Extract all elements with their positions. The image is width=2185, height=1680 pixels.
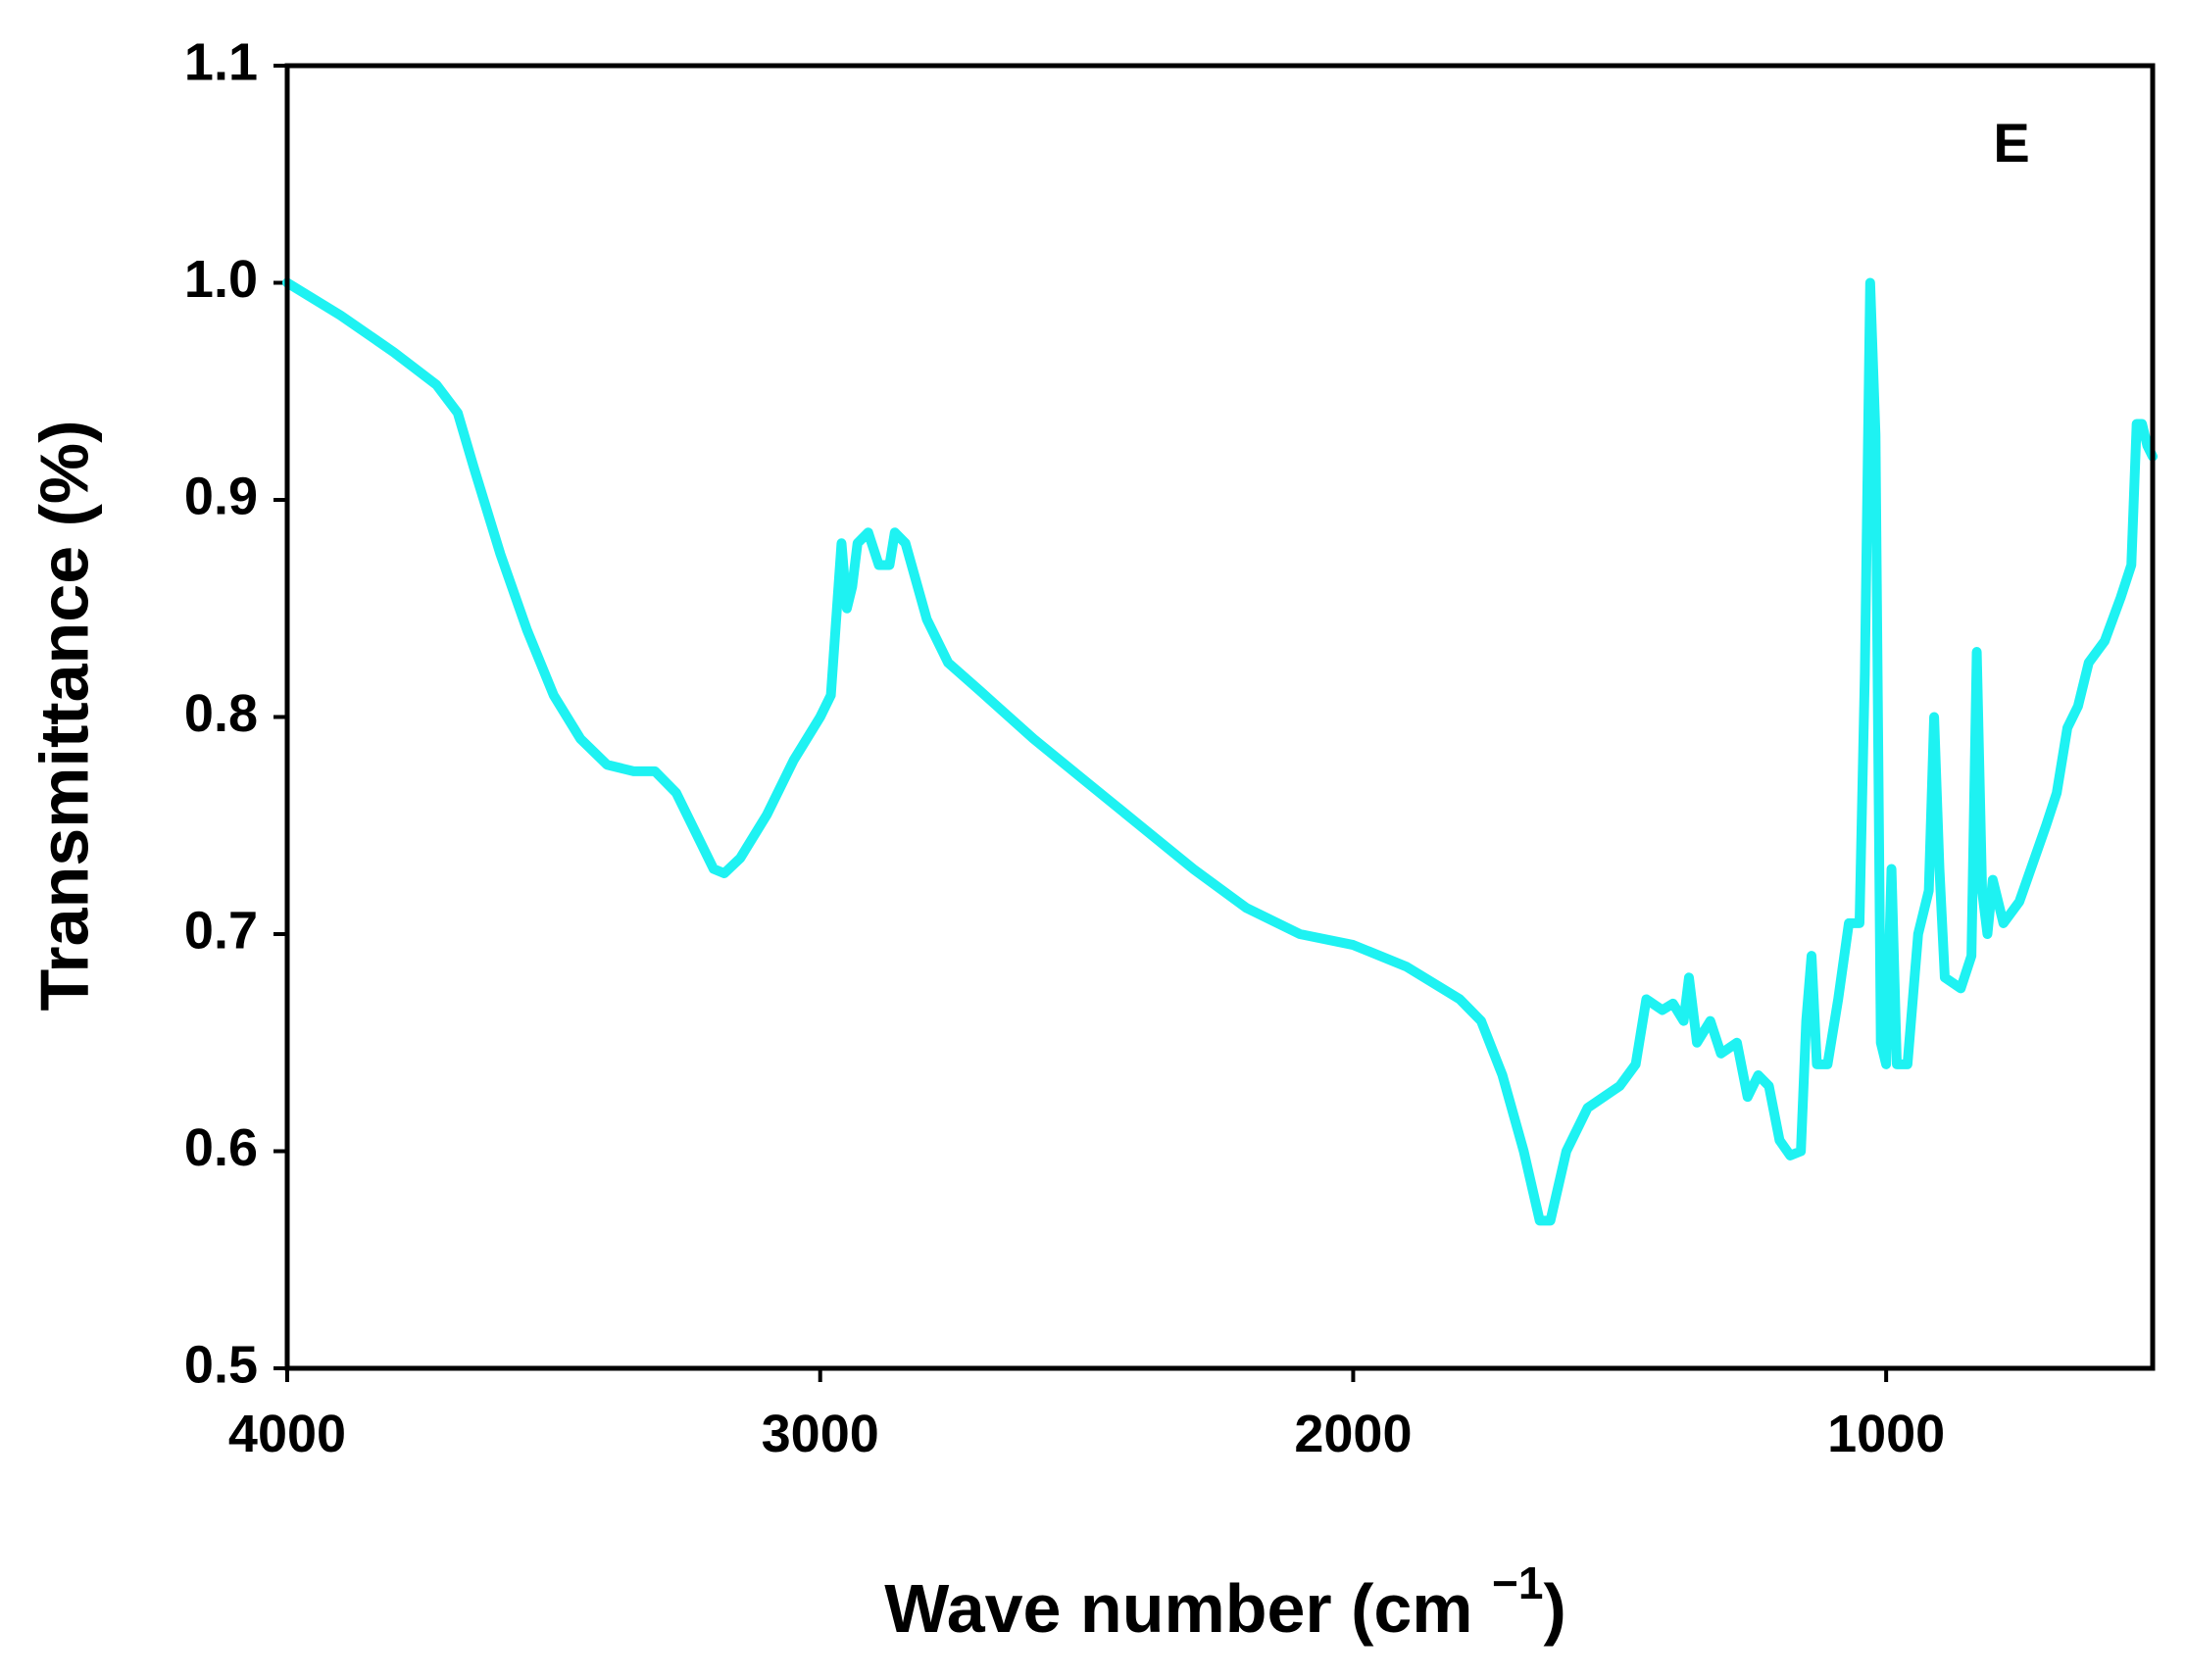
plot-frame	[284, 63, 2156, 1371]
y-tick-label: 0.8	[184, 684, 258, 743]
x-tick-label: 4000	[228, 1405, 346, 1463]
y-tick-label: 0.6	[184, 1118, 258, 1177]
x-tick-label: 3000	[762, 1405, 879, 1463]
x-axis-label: Wave number (cm −1)	[884, 1557, 1566, 1647]
y-tick-label: 0.9	[184, 467, 258, 525]
x-tick-label: 2000	[1294, 1405, 1412, 1463]
x-axis-label-text: Wave number (cm	[884, 1570, 1492, 1647]
x-axis-label-close: )	[1543, 1570, 1565, 1647]
x-axis-label-superscript: −1	[1492, 1557, 1543, 1608]
annotation: E	[1993, 112, 2029, 173]
y-tick-label: 0.5	[184, 1335, 258, 1394]
y-axis-label: Transmittance (%)	[25, 420, 102, 1012]
spectrum-line	[282, 277, 2158, 1226]
y-tick-label: 0.7	[184, 901, 258, 960]
y-tick-label: 1.1	[184, 32, 258, 91]
y-tick-label: 1.0	[184, 250, 258, 309]
x-tick-label: 1000	[1827, 1405, 1945, 1463]
